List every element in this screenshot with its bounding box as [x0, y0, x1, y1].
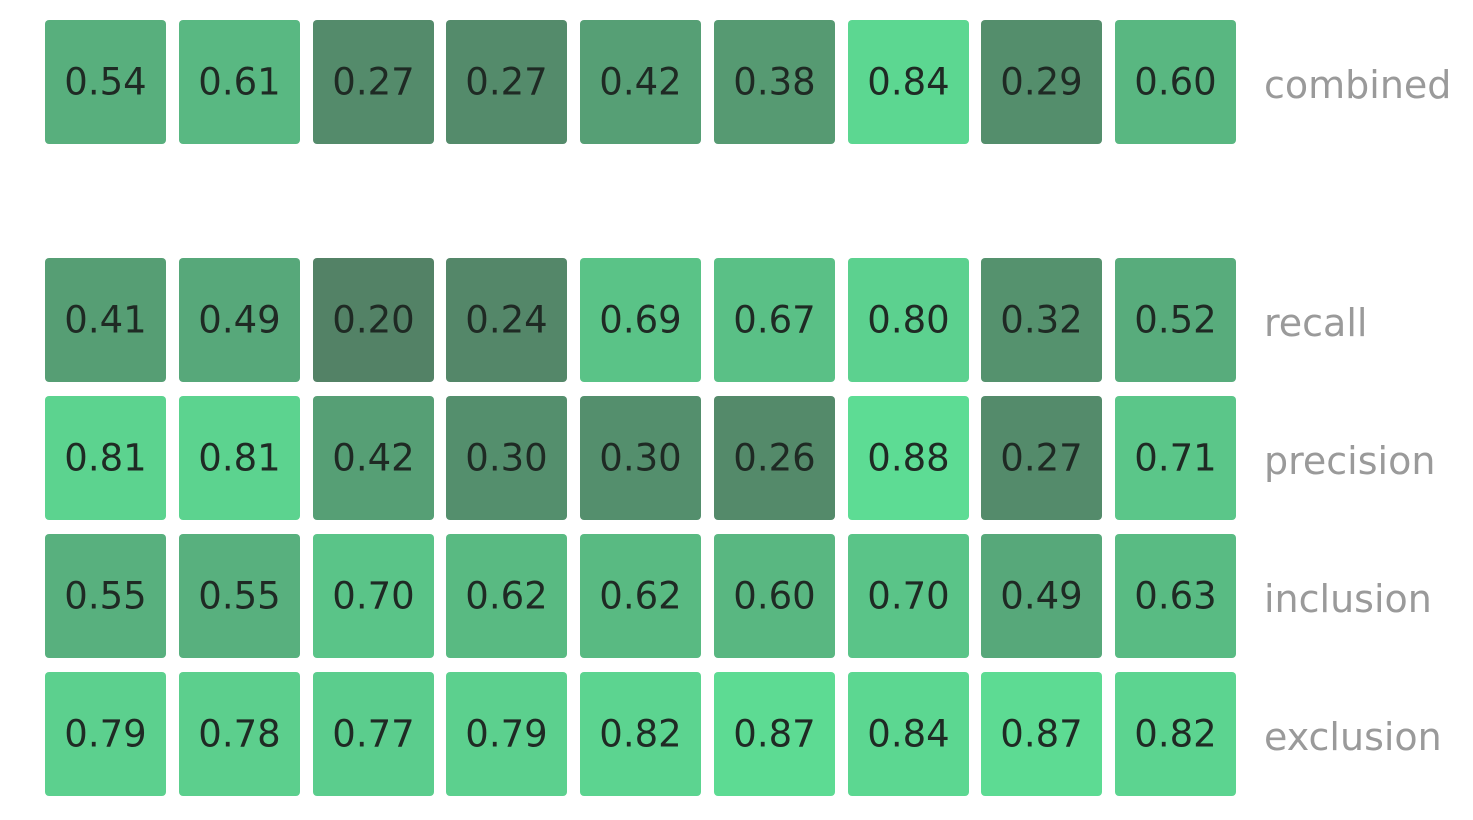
- heatmap-cell-value: 0.69: [599, 299, 681, 342]
- heatmap-cell-value: 0.88: [867, 437, 949, 480]
- heatmap-cell-combined-9: [1115, 20, 1236, 144]
- heatmap-cell-value: 0.70: [332, 575, 414, 618]
- heatmap-cell-recall-2: [179, 258, 300, 382]
- heatmap-cell-exclusion-9: [1115, 672, 1236, 796]
- heatmap-cell-inclusion-2: [179, 534, 300, 658]
- row-label-precision: precision: [1264, 439, 1435, 483]
- heatmap-cell-value: 0.49: [198, 299, 280, 342]
- heatmap-cell-combined-2: [179, 20, 300, 144]
- heatmap-cell-recall-3: [313, 258, 434, 382]
- heatmap-cell-precision-2: [179, 396, 300, 520]
- heatmap-cell-recall-8: [981, 258, 1102, 382]
- heatmap-cell-value: 0.42: [332, 437, 414, 480]
- heatmap-cell-exclusion-1: [45, 672, 166, 796]
- heatmap-cell-precision-1: [45, 396, 166, 520]
- heatmap-cell-value: 0.24: [465, 299, 547, 342]
- heatmap-cell-precision-8: [981, 396, 1102, 520]
- heatmap-cell-inclusion-5: [580, 534, 701, 658]
- heatmap-cell-value: 0.54: [64, 61, 146, 104]
- heatmap-cell-value: 0.87: [1000, 713, 1082, 756]
- heatmap-cell-value: 0.41: [64, 299, 146, 342]
- heatmap-cell-recall-9: [1115, 258, 1236, 382]
- heatmap-cell-value: 0.60: [733, 575, 815, 618]
- heatmap-cell-value: 0.87: [733, 713, 815, 756]
- heatmap-cell-value: 0.84: [867, 713, 949, 756]
- heatmap-cell-value: 0.29: [1000, 61, 1082, 104]
- heatmap-cell-value: 0.71: [1134, 437, 1216, 480]
- heatmap-cell-combined-6: [714, 20, 835, 144]
- heatmap-cell-exclusion-2: [179, 672, 300, 796]
- heatmap-cell-combined-5: [580, 20, 701, 144]
- row-label-combined: combined: [1264, 63, 1451, 107]
- heatmap-cell-inclusion-3: [313, 534, 434, 658]
- heatmap-cell-value: 0.62: [465, 575, 547, 618]
- heatmap-cell-recall-6: [714, 258, 835, 382]
- heatmap-cell-inclusion-4: [446, 534, 567, 658]
- heatmap-cell-combined-4: [446, 20, 567, 144]
- heatmap-cell-value: 0.80: [867, 299, 949, 342]
- heatmap-cell-combined-1: [45, 20, 166, 144]
- heatmap-cell-inclusion-6: [714, 534, 835, 658]
- heatmap-cell-value: 0.26: [733, 437, 815, 480]
- heatmap-cell-value: 0.82: [599, 713, 681, 756]
- heatmap-cell-recall-7: [848, 258, 969, 382]
- heatmap-cell-value: 0.62: [599, 575, 681, 618]
- row-label-recall: recall: [1264, 301, 1367, 345]
- heatmap-cell-value: 0.77: [332, 713, 414, 756]
- heatmap-cell-recall-5: [580, 258, 701, 382]
- heatmap-cell-value: 0.20: [332, 299, 414, 342]
- heatmap-cell-value: 0.81: [198, 437, 280, 480]
- heatmap-cell-value: 0.52: [1134, 299, 1216, 342]
- heatmap-cell-value: 0.42: [599, 61, 681, 104]
- heatmap-cell-combined-8: [981, 20, 1102, 144]
- heatmap-cell-value: 0.61: [198, 61, 280, 104]
- heatmap-cell-precision-3: [313, 396, 434, 520]
- heatmap-cell-value: 0.27: [1000, 437, 1082, 480]
- heatmap-cell-value: 0.63: [1134, 575, 1216, 618]
- heatmap-cell-exclusion-4: [446, 672, 567, 796]
- heatmap-cell-value: 0.60: [1134, 61, 1216, 104]
- row-label-exclusion: exclusion: [1264, 715, 1442, 759]
- heatmap-cell-value: 0.32: [1000, 299, 1082, 342]
- row-label-inclusion: inclusion: [1264, 577, 1432, 621]
- heatmap-cell-inclusion-1: [45, 534, 166, 658]
- heatmap-cell-value: 0.49: [1000, 575, 1082, 618]
- heatmap-cell-value: 0.30: [599, 437, 681, 480]
- heatmap-cell-combined-3: [313, 20, 434, 144]
- heatmap-cell-value: 0.55: [198, 575, 280, 618]
- heatmap-cell-precision-7: [848, 396, 969, 520]
- heatmap-cell-value: 0.70: [867, 575, 949, 618]
- heatmap-cell-precision-4: [446, 396, 567, 520]
- heatmap-cell-value: 0.84: [867, 61, 949, 104]
- heatmap-cell-recall-1: [45, 258, 166, 382]
- heatmap-cell-value: 0.82: [1134, 713, 1216, 756]
- heatmap-cell-value: 0.79: [465, 713, 547, 756]
- heatmap-cell-exclusion-8: [981, 672, 1102, 796]
- heatmap-cell-combined-7: [848, 20, 969, 144]
- heatmap-cell-value: 0.27: [332, 61, 414, 104]
- heatmap-cell-value: 0.27: [465, 61, 547, 104]
- heatmap-cell-exclusion-5: [580, 672, 701, 796]
- heatmap-cell-value: 0.30: [465, 437, 547, 480]
- heatmap-cell-value: 0.78: [198, 713, 280, 756]
- heatmap-cell-recall-4: [446, 258, 567, 382]
- heatmap-cell-inclusion-8: [981, 534, 1102, 658]
- heatmap-cell-value: 0.81: [64, 437, 146, 480]
- heatmap-cell-precision-6: [714, 396, 835, 520]
- heatmap-cell-value: 0.79: [64, 713, 146, 756]
- heatmap-cell-value: 0.38: [733, 61, 815, 104]
- heatmap-cell-value: 0.67: [733, 299, 815, 342]
- heatmap-cell-inclusion-7: [848, 534, 969, 658]
- heatmap-cell-precision-5: [580, 396, 701, 520]
- heatmap-cell-exclusion-7: [848, 672, 969, 796]
- heatmap-cell-inclusion-9: [1115, 534, 1236, 658]
- heatmap-cell-precision-9: [1115, 396, 1236, 520]
- heatmap-cell-exclusion-6: [714, 672, 835, 796]
- heatmap-cell-value: 0.55: [64, 575, 146, 618]
- heatmap-cell-exclusion-3: [313, 672, 434, 796]
